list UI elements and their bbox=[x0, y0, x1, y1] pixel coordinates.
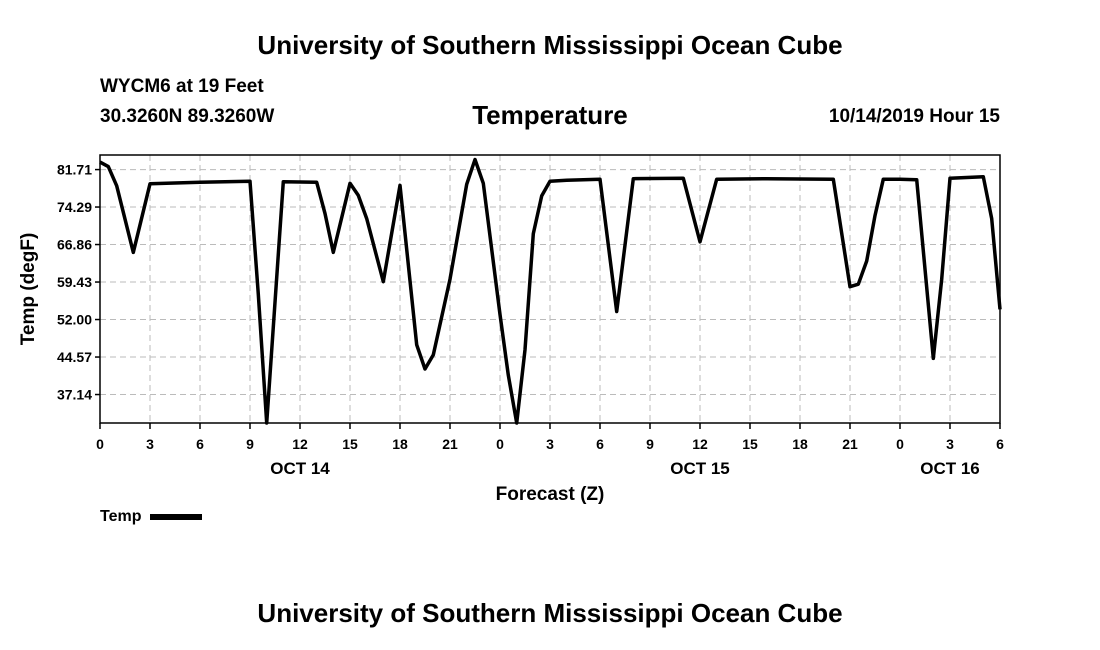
legend-label-temp: Temp bbox=[100, 508, 142, 525]
x-tick-label: 15 bbox=[342, 436, 358, 452]
x-axis-label: Forecast (Z) bbox=[496, 484, 605, 505]
y-tick-label: 81.71 bbox=[57, 162, 92, 178]
grid-lines bbox=[100, 155, 1000, 423]
y-tick-label: 37.14 bbox=[57, 387, 92, 403]
y-tick-label: 59.43 bbox=[57, 274, 92, 290]
datetime-label: 10/14/2019 Hour 15 bbox=[828, 106, 1000, 127]
day-label: OCT 15 bbox=[670, 459, 730, 478]
day-label: OCT 16 bbox=[920, 459, 980, 478]
footer-institution-title: University of Southern Mississippi Ocean… bbox=[257, 598, 843, 628]
coordinates-label: 30.3260N 89.3260W bbox=[100, 106, 275, 127]
y-tick-label: 74.29 bbox=[57, 199, 92, 215]
x-tick-label: 6 bbox=[196, 436, 204, 452]
x-tick-label: 18 bbox=[392, 436, 408, 452]
institution-title: University of Southern Mississippi Ocean… bbox=[257, 30, 843, 60]
x-tick-label: 3 bbox=[146, 436, 154, 452]
x-tick-label: 12 bbox=[292, 436, 308, 452]
x-tick-label: 21 bbox=[442, 436, 458, 452]
x-tick-label: 0 bbox=[896, 436, 904, 452]
x-tick-label: 21 bbox=[842, 436, 858, 452]
day-label: OCT 14 bbox=[270, 459, 330, 478]
day-labels: OCT 14 OCT 15 OCT 16 bbox=[270, 459, 980, 478]
x-axis-ticks: 0 3 6 9 12 15 18 21 0 3 6 9 12 15 18 21 0 3 6 bbox=[96, 423, 1004, 452]
y-tick-label: 66.86 bbox=[57, 237, 92, 253]
x-tick-label: 9 bbox=[646, 436, 654, 452]
legend: Temp bbox=[100, 508, 203, 526]
chart-title: Temperature bbox=[472, 100, 628, 130]
legend-swatch-temp bbox=[150, 514, 203, 520]
x-tick-label: 0 bbox=[496, 436, 504, 452]
station-label: WYCM6 at 19 Feet bbox=[100, 76, 264, 97]
x-tick-label: 12 bbox=[692, 436, 708, 452]
x-tick-label: 3 bbox=[946, 436, 954, 452]
x-tick-label: 6 bbox=[996, 436, 1004, 452]
x-tick-label: 6 bbox=[596, 436, 604, 452]
x-tick-label: 15 bbox=[742, 436, 758, 452]
x-tick-label: 0 bbox=[96, 436, 104, 452]
y-axis-label: Temp (degF) bbox=[18, 233, 39, 346]
series-lines bbox=[99, 157, 1002, 425]
y-axis-ticks: 37.14 44.57 52.00 59.43 66.86 74.29 81.71 bbox=[57, 162, 100, 403]
x-tick-label: 9 bbox=[246, 436, 254, 452]
series-line-temp bbox=[99, 157, 1002, 425]
y-tick-label: 52.00 bbox=[57, 312, 92, 328]
y-tick-label: 44.57 bbox=[57, 349, 92, 365]
x-tick-label: 18 bbox=[792, 436, 808, 452]
x-tick-label: 3 bbox=[546, 436, 554, 452]
plot-frame bbox=[99, 154, 1001, 424]
